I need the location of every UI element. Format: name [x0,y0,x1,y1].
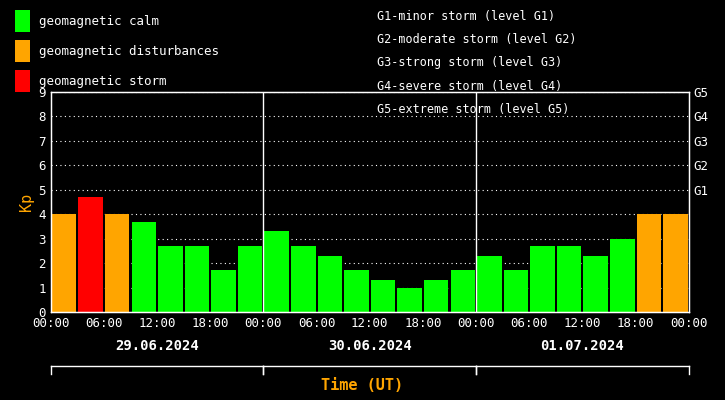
Bar [557,246,581,312]
Bar [185,246,210,312]
Text: geomagnetic calm: geomagnetic calm [39,14,160,28]
Bar [530,246,555,312]
Text: G5-extreme storm (level G5): G5-extreme storm (level G5) [377,103,569,116]
Bar [584,256,608,312]
Text: G2-moderate storm (level G2): G2-moderate storm (level G2) [377,33,576,46]
Text: G1-minor storm (level G1): G1-minor storm (level G1) [377,10,555,23]
Bar [477,256,502,312]
Bar [131,222,156,312]
Bar [211,270,236,312]
Bar [663,214,688,312]
Bar [105,214,130,312]
Text: geomagnetic storm: geomagnetic storm [39,74,167,88]
Bar [504,270,529,312]
Text: 01.07.2024: 01.07.2024 [541,339,624,353]
Bar [51,214,76,312]
Text: geomagnetic disturbances: geomagnetic disturbances [39,44,219,58]
Bar [397,288,422,312]
Bar [344,270,369,312]
Bar [637,214,661,312]
Bar [238,246,262,312]
Bar [450,270,475,312]
Bar [318,256,342,312]
Bar [78,197,103,312]
Bar [370,280,395,312]
Text: G3-strong storm (level G3): G3-strong storm (level G3) [377,56,563,69]
Text: 30.06.2024: 30.06.2024 [328,339,412,353]
Bar [265,231,289,312]
Text: G4-severe storm (level G4): G4-severe storm (level G4) [377,80,563,93]
Bar [291,246,315,312]
Text: Time (UT): Time (UT) [321,378,404,393]
Y-axis label: Kp: Kp [20,193,34,211]
Bar [158,246,183,312]
Text: 29.06.2024: 29.06.2024 [115,339,199,353]
Bar [610,239,634,312]
Bar [424,280,449,312]
